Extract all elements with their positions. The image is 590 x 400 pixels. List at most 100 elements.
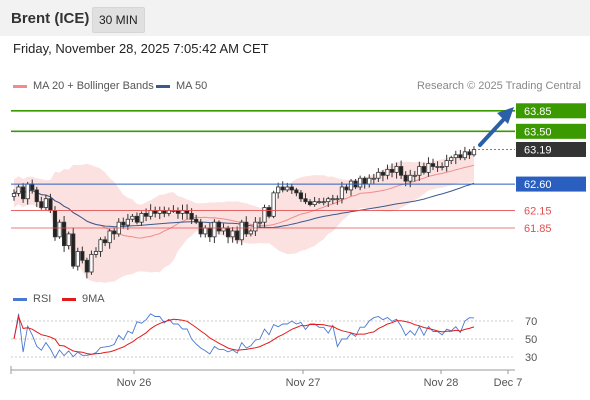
- candle-body: [358, 177, 363, 188]
- candle: [121, 217, 126, 229]
- candle-body: [75, 251, 80, 267]
- candle: [421, 162, 427, 175]
- candle: [276, 182, 281, 199]
- candle-body: [253, 221, 258, 232]
- candle-body: [317, 201, 322, 204]
- candle: [139, 211, 144, 226]
- x-tick-label: Dec 7: [494, 377, 523, 389]
- candle-body: [467, 151, 472, 156]
- candle-body: [307, 201, 313, 205]
- candle: [57, 219, 62, 239]
- level-label-61.85: 61.85: [524, 223, 552, 235]
- candle: [385, 164, 390, 180]
- level-tag-63.85: [516, 103, 586, 119]
- candle: [344, 183, 349, 194]
- candle-body: [84, 259, 89, 273]
- candle-body: [453, 154, 458, 159]
- candle: [93, 247, 99, 258]
- legend-ma50: MA 50: [156, 80, 207, 92]
- rsi-line: [13, 313, 475, 359]
- candle: [358, 175, 363, 191]
- candle-body: [194, 218, 199, 223]
- candle-body: [180, 210, 185, 214]
- candle: [321, 197, 326, 206]
- candle-body: [21, 186, 26, 200]
- level-label-62.15: 62.15: [524, 205, 552, 217]
- candle: [449, 155, 454, 165]
- candle: [280, 181, 285, 193]
- candle: [216, 220, 222, 235]
- rsi-tick-label: 70: [525, 316, 537, 328]
- candle-body: [43, 198, 48, 208]
- header-bar: Brent (ICE) 30 MIN: [0, 0, 590, 36]
- candle-body: [102, 239, 108, 244]
- candle: [52, 206, 58, 241]
- candle-body: [408, 174, 413, 182]
- x-tick-label: Nov 27: [286, 377, 321, 389]
- candle-body: [403, 174, 408, 182]
- candle-body: [435, 166, 440, 168]
- candle-body: [371, 177, 376, 180]
- candle-body: [426, 163, 431, 173]
- candle: [230, 227, 235, 243]
- last-price-label: 63.19: [524, 144, 552, 156]
- candle-body: [376, 171, 381, 179]
- legend-swatch-icon: [62, 297, 76, 301]
- candle-body: [107, 230, 112, 244]
- candle-body: [239, 221, 244, 241]
- timeframe-button[interactable]: 30 MIN: [92, 7, 145, 33]
- candle-body: [98, 239, 103, 252]
- candle-body: [189, 212, 194, 220]
- candle: [380, 170, 386, 182]
- candle-body: [294, 189, 299, 194]
- candle-body: [71, 233, 76, 267]
- candle: [412, 170, 417, 182]
- candle-body: [362, 177, 367, 185]
- candle: [39, 196, 44, 210]
- candle-body: [298, 192, 304, 200]
- candle-body: [385, 169, 390, 176]
- candle: [335, 195, 340, 205]
- legend-label: RSI: [33, 293, 52, 305]
- candle-body: [93, 251, 99, 255]
- level-label-63.50: 63.50: [524, 126, 552, 138]
- candle-body: [235, 230, 240, 241]
- candle-body: [89, 254, 94, 273]
- candle: [271, 190, 276, 219]
- candle: [253, 217, 258, 236]
- ma50-line: [13, 182, 475, 229]
- candle: [371, 173, 376, 185]
- candle: [71, 227, 76, 269]
- candle: [289, 183, 294, 194]
- candle-body: [16, 186, 21, 194]
- candle-body: [11, 193, 17, 197]
- candle: [399, 160, 404, 179]
- candle-body: [303, 198, 308, 203]
- candle-body: [25, 183, 30, 200]
- rsi-tick-label: 50: [525, 334, 537, 346]
- candle: [21, 183, 26, 203]
- instrument-title: Brent (ICE): [11, 10, 90, 27]
- candle-body: [257, 221, 263, 224]
- candle-body: [335, 198, 340, 201]
- candle-body: [230, 230, 235, 238]
- candle-body: [175, 210, 181, 214]
- candle: [307, 199, 313, 207]
- candle: [194, 214, 199, 225]
- candles: [11, 146, 477, 279]
- candle: [266, 204, 272, 219]
- candle: [34, 186, 39, 208]
- candle: [444, 154, 449, 172]
- research-credit: Research © 2025 Trading Central: [416, 80, 581, 92]
- candle-body: [162, 210, 167, 214]
- x-tick-label: Nov 28: [424, 377, 459, 389]
- candle-body: [367, 177, 372, 185]
- level-tag-62.60: [516, 176, 586, 192]
- candle-body: [39, 201, 44, 208]
- candle: [130, 213, 135, 223]
- last-price-tag: [516, 141, 586, 157]
- candle-body: [203, 227, 208, 235]
- candle: [125, 213, 130, 230]
- candle-body: [130, 215, 135, 220]
